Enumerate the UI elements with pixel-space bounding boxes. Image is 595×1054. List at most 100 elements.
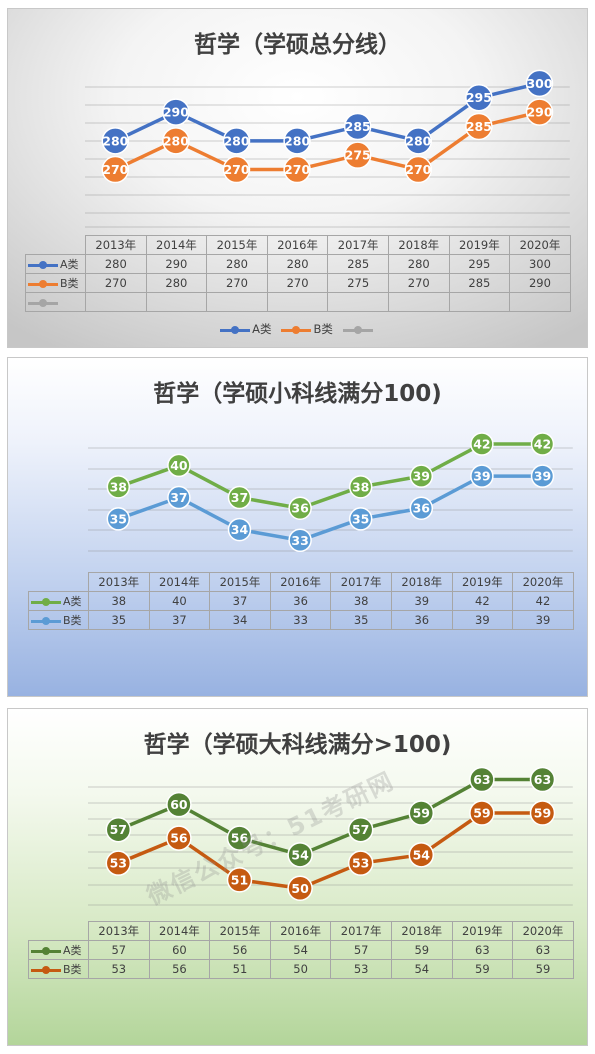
data-label: 280 [405, 133, 431, 148]
tick-label: 2014年 [148, 572, 211, 592]
data-point [409, 496, 434, 520]
table-cell: 63 [512, 940, 574, 960]
tick-label: 2018年 [390, 921, 453, 941]
data-point [343, 112, 372, 141]
data-point [470, 432, 494, 456]
table-cell [85, 292, 147, 312]
data-label: 285 [466, 119, 492, 134]
series-name: A类 [63, 944, 82, 957]
data-label: 38 [110, 479, 127, 494]
table-cell: 59 [390, 940, 453, 960]
legend-label: A类 [252, 322, 272, 336]
data-point [287, 842, 313, 868]
chart-title: 哲学（学硕总分线） [194, 32, 401, 58]
chart-panel-total: 哲学（学硕总分线） 280 290 280 280 285 280 295 300 270 280… [7, 8, 588, 348]
data-label: 39 [473, 469, 490, 484]
data-point [529, 800, 556, 826]
data-point [226, 867, 253, 893]
data-point [529, 766, 556, 793]
legend-label: B类 [313, 322, 333, 336]
legend-key-icon [28, 279, 58, 289]
data-label: 36 [413, 501, 431, 516]
table-cell [387, 292, 450, 312]
legend-key-icon [220, 325, 251, 335]
tick-label: 2020年 [512, 921, 574, 941]
table-cell: 54 [269, 940, 332, 960]
data-point [288, 528, 312, 553]
table-row: B类 270 280 270 270 275 270 285 290 [25, 273, 571, 293]
data-point [222, 127, 251, 155]
table-row [25, 292, 571, 312]
table-cell: 285 [448, 273, 511, 293]
data-point [166, 825, 192, 851]
table-row: A类 280 290 280 280 285 280 295 300 [25, 254, 571, 274]
data-point [287, 875, 313, 902]
table-cell: 300 [509, 254, 571, 274]
data-table-large-subject: 2013年 2014年 2015年 2016年 2017年 2018年 2019年 2020年… [28, 921, 574, 979]
data-point [343, 141, 372, 169]
tick-label: 2019年 [448, 235, 511, 255]
data-point [404, 127, 433, 155]
data-label: 285 [345, 119, 371, 134]
data-point [162, 98, 190, 126]
table-cell: 35 [88, 610, 150, 630]
series-name: B类 [63, 614, 82, 627]
table-cell: 295 [448, 254, 511, 274]
data-label: 59 [534, 806, 551, 821]
tick-label: 2015年 [209, 572, 271, 592]
data-point [404, 155, 433, 184]
table-cell: 285 [327, 254, 389, 274]
data-point [283, 155, 311, 184]
table-cell: 38 [330, 591, 392, 611]
data-point [525, 98, 554, 126]
line-chart-small-subject: 38 40 37 36 38 39 42 42 35 37 34 33 35 36 39 39 [88, 432, 573, 553]
tick-label: 2019年 [451, 921, 514, 941]
table-cell [448, 292, 511, 312]
data-label: 37 [170, 490, 187, 505]
table-cell: 270 [266, 273, 329, 293]
data-label: 60 [170, 797, 188, 812]
data-point [227, 485, 252, 510]
data-label: 275 [345, 148, 371, 163]
table-cell: 37 [148, 610, 211, 630]
data-point [469, 766, 495, 793]
data-label: 56 [170, 831, 188, 846]
legend-key-icon [28, 298, 58, 308]
table-cell: 50 [269, 959, 332, 979]
data-point [465, 83, 493, 112]
table-cell: 275 [327, 273, 389, 293]
data-point [166, 791, 192, 818]
table-header-row: 2013年 2014年 2015年 2016年 2017年 2018年 2019年 2020年 [28, 572, 574, 592]
data-label: 280 [223, 133, 249, 148]
data-point [465, 112, 493, 141]
table-cell: 40 [148, 591, 211, 611]
data-label: 270 [223, 162, 249, 177]
tick-label: 2014年 [145, 235, 208, 255]
table-cell: 57 [330, 940, 392, 960]
data-label: 57 [110, 822, 127, 837]
tick-label: 2016年 [269, 572, 332, 592]
table-cell: 60 [148, 940, 211, 960]
chart-legend: A类 B类 [8, 321, 587, 337]
data-label: 36 [291, 501, 309, 516]
legend-item: B类 [281, 321, 333, 337]
tick-label: 2015年 [209, 921, 271, 941]
data-point [469, 800, 495, 826]
tick-label: 2020年 [509, 235, 571, 255]
data-point [409, 464, 434, 488]
legend-key-icon [31, 616, 61, 626]
data-point [106, 475, 131, 499]
data-table-small-subject: 2013年 2014年 2015年 2016年 2017年 2018年 2019年 2020年… [28, 572, 574, 630]
data-point [408, 800, 435, 826]
data-label: 54 [413, 847, 431, 862]
table-cell: 37 [209, 591, 271, 611]
data-label: 53 [110, 856, 127, 871]
table-cell: 39 [390, 591, 453, 611]
tick-label: 2015年 [206, 235, 268, 255]
series-name: A类 [63, 595, 82, 608]
data-label: 63 [534, 772, 551, 787]
data-label: 50 [291, 881, 309, 896]
line-chart-total: 280 290 280 280 285 280 295 300 270 280 270 270 275 2… [85, 69, 570, 228]
data-point [167, 485, 191, 510]
tick-label: 2017年 [327, 235, 389, 255]
